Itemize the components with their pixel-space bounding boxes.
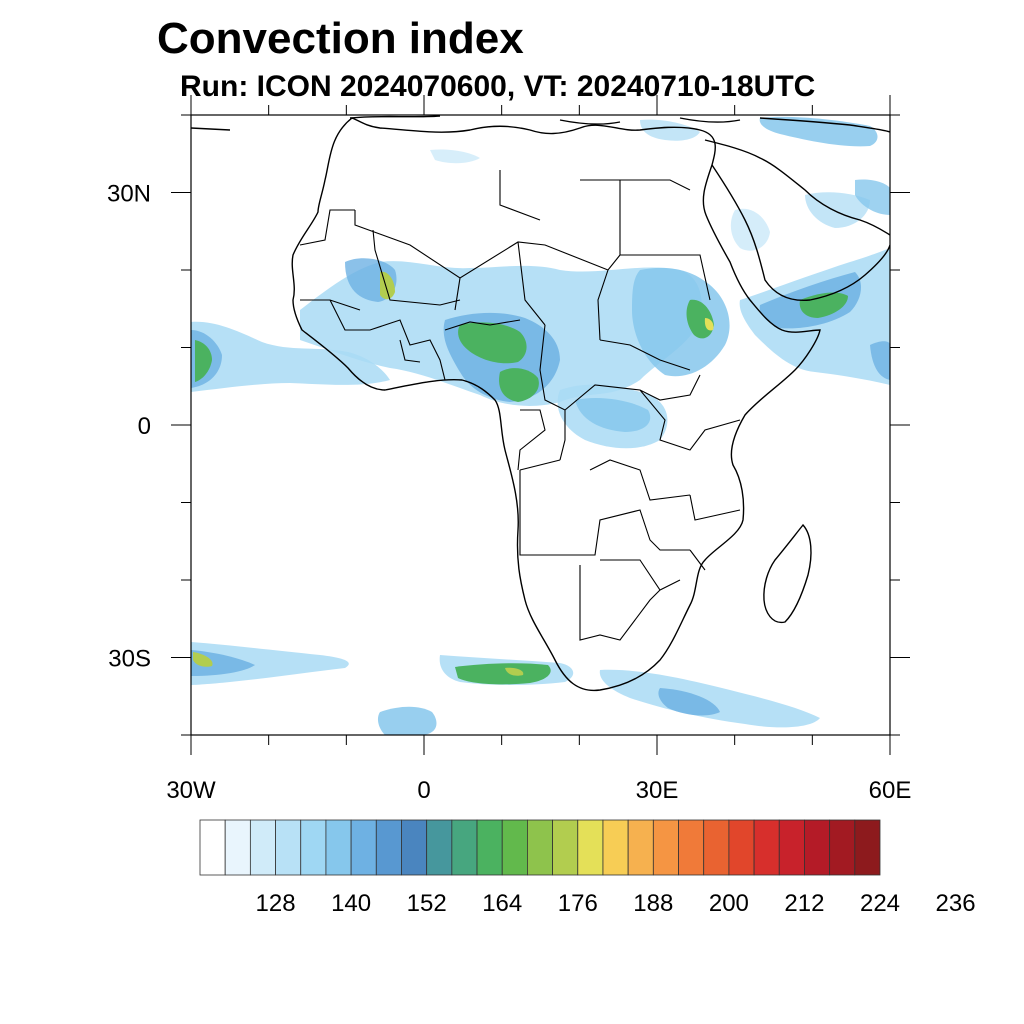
colorbar-swatch bbox=[854, 819, 881, 876]
convection-area-cameroon-core bbox=[499, 368, 539, 402]
convection-area-congo bbox=[575, 398, 651, 432]
convection-area-arabia-west bbox=[730, 208, 770, 251]
lon-tick-label: 30W bbox=[166, 777, 216, 804]
colorbar-label: 188 bbox=[633, 890, 673, 917]
colorbar-label: 176 bbox=[558, 890, 598, 917]
chart-title: Convection index bbox=[157, 14, 524, 63]
country-borders-west bbox=[300, 229, 521, 381]
colorbar-swatch bbox=[249, 819, 276, 876]
colorbar-swatch bbox=[325, 819, 352, 876]
colorbar-label: 128 bbox=[256, 890, 296, 917]
convection-area-atlantic-peak bbox=[195, 340, 212, 382]
colorbar-swatch bbox=[602, 819, 629, 876]
colorbar-swatch bbox=[552, 819, 579, 876]
africa-coastline bbox=[291, 117, 821, 692]
colorbar-swatch bbox=[199, 819, 226, 876]
colorbar-swatch bbox=[703, 819, 730, 876]
colorbar-swatch bbox=[753, 819, 780, 876]
convection-area-agulhas bbox=[599, 669, 820, 728]
colorbar-label: 236 bbox=[936, 890, 976, 917]
coastlines bbox=[191, 115, 890, 692]
colorbar-label: 152 bbox=[407, 890, 447, 917]
convection-area-south-atlantic bbox=[191, 642, 349, 685]
lon-tick-label: 30E bbox=[636, 777, 679, 804]
colorbar-swatch bbox=[476, 819, 503, 876]
colorbar-label: 140 bbox=[331, 890, 371, 917]
colorbar-swatch bbox=[804, 819, 831, 876]
lat-tick-label: 30N bbox=[107, 181, 151, 208]
country-borders-north bbox=[299, 170, 711, 341]
convection-area-ethiopia-peak bbox=[704, 318, 714, 331]
convection-field bbox=[191, 116, 890, 735]
colorbar-swatch bbox=[627, 819, 654, 876]
colorbar-swatch bbox=[300, 819, 327, 876]
convection-area-arabian-east bbox=[870, 341, 890, 380]
colorbar-swatch bbox=[501, 819, 528, 876]
convection-area-south-atlantic-peak bbox=[193, 652, 213, 667]
colorbar-swatch bbox=[375, 819, 402, 876]
convection-area-agulhas-core bbox=[658, 688, 720, 716]
country-borders-central bbox=[517, 324, 741, 641]
lat-tick-label: 30S bbox=[108, 646, 151, 673]
colorbar-swatch bbox=[778, 819, 805, 876]
colorbar-swatch bbox=[350, 819, 377, 876]
colorbar-swatch bbox=[224, 819, 251, 876]
colorbar-label: 212 bbox=[784, 890, 824, 917]
convection-area-cape-core bbox=[455, 663, 551, 685]
convection-area-cape-peak bbox=[505, 667, 524, 676]
convection-area-yemen-core bbox=[799, 292, 848, 318]
convection-area-iran bbox=[855, 179, 890, 215]
colorbar-swatch bbox=[678, 819, 705, 876]
colorbar: 128 140 152 164 176 188 200 212 224 236 bbox=[199, 819, 976, 917]
convection-area-atlantic-itcz bbox=[191, 321, 390, 392]
colorbar-swatch bbox=[829, 819, 856, 876]
colorbar-swatch bbox=[652, 819, 679, 876]
convection-area-southern-ocean bbox=[377, 706, 437, 735]
colorbar-label: 164 bbox=[482, 890, 522, 917]
lon-tick-label: 60E bbox=[869, 777, 912, 804]
convection-area-nigeria-core bbox=[458, 322, 527, 364]
madagascar-coastline bbox=[763, 523, 812, 624]
colorbar-label: 200 bbox=[709, 890, 749, 917]
convection-area-gulf bbox=[805, 192, 870, 228]
convection-area-south-atlantic-core bbox=[191, 650, 255, 676]
chart-subtitle: Run: ICON 2024070600, VT: 20240710-18UTC bbox=[180, 70, 816, 103]
convection-area-med bbox=[640, 119, 700, 141]
colorbar-label: 224 bbox=[860, 890, 900, 917]
map-axes: 30N 0 30S 30W 0 30E 60E bbox=[107, 95, 911, 804]
colorbar-swatch bbox=[728, 819, 755, 876]
colorbar-swatch bbox=[527, 819, 553, 876]
lon-tick-label: 0 bbox=[417, 777, 430, 804]
colorbar-swatch bbox=[426, 819, 453, 876]
lat-tick-label: 0 bbox=[138, 413, 151, 440]
arabia-coastline bbox=[704, 139, 890, 302]
plot-frame bbox=[190, 114, 891, 736]
convection-area-algeria bbox=[430, 149, 480, 164]
colorbar-swatch bbox=[577, 819, 604, 876]
colorbar-swatch bbox=[401, 819, 428, 876]
convection-area-ethiopia bbox=[632, 267, 730, 377]
convection-area-caspian bbox=[759, 116, 878, 147]
colorbar-swatch bbox=[451, 819, 478, 876]
mediterranean-north-coast bbox=[191, 115, 890, 133]
colorbar-swatch bbox=[275, 819, 302, 876]
